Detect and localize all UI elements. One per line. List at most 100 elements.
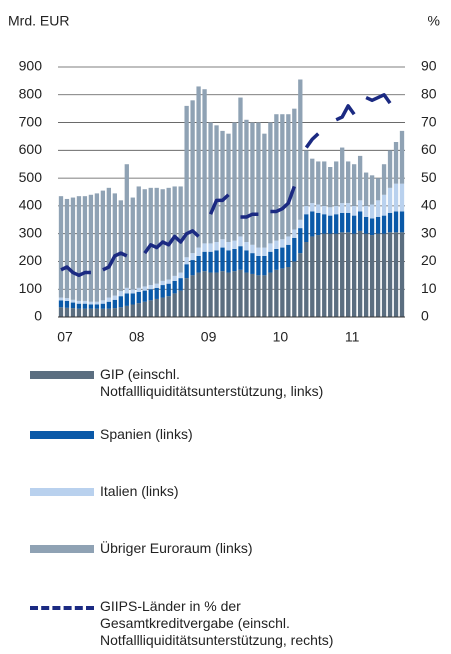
bar-segment [298, 228, 303, 254]
x-tick-label: 10 [273, 329, 289, 345]
bar-segment [160, 280, 165, 286]
bar-segment [94, 193, 100, 302]
bar-segment [118, 296, 123, 308]
bar-segment [256, 275, 261, 317]
bar-segment [328, 215, 333, 234]
bar-segment [160, 297, 165, 317]
legend-item: Übriger Euroraum (links) [30, 540, 252, 557]
line [60, 93, 392, 278]
bar-segment [340, 232, 345, 317]
bar-segment [106, 308, 112, 317]
bar-segment [190, 253, 195, 261]
bar-segment [334, 161, 339, 206]
bar-segment [70, 308, 76, 317]
y-tick-label: 700 [19, 113, 43, 129]
y2-axis-label: % [428, 13, 440, 29]
bar-segment [172, 293, 177, 317]
bar-segment [304, 242, 309, 317]
bar-segment [399, 232, 405, 317]
bar-segment [274, 114, 279, 241]
bar-segment [351, 164, 357, 206]
bar-segment [112, 295, 117, 300]
bar-segment [346, 161, 351, 204]
bar-segment [88, 301, 94, 305]
bar-segment [196, 255, 201, 273]
bar-segment [94, 304, 100, 309]
bar-segment [232, 240, 237, 249]
legend-swatch [30, 545, 94, 553]
bar-segment [250, 122, 255, 245]
bar-segment [369, 204, 375, 219]
bar-segment [316, 212, 321, 236]
bar-segment [112, 193, 117, 296]
bar-segment [148, 285, 153, 290]
bar-segment [190, 275, 195, 317]
bar-segment [316, 161, 321, 205]
bar-segment [94, 308, 100, 317]
bar-segment [154, 283, 159, 288]
bar-segment [136, 303, 141, 317]
bar-segment [363, 172, 369, 206]
legend-item: Spanien (links) [30, 426, 193, 443]
bar-segment [304, 205, 309, 215]
bar-segment [58, 300, 64, 308]
bar-segment [286, 267, 291, 317]
bar-segment [357, 155, 363, 201]
bar-segment [351, 233, 357, 317]
legend-label: GIP (einschl. Notfallliquiditätsunterstü… [100, 366, 324, 399]
bar-segment [214, 125, 219, 242]
bar-segment [220, 130, 225, 240]
bar-segment [357, 211, 363, 231]
bar-segment [148, 187, 153, 286]
bar-segment [178, 278, 183, 291]
bar-segment [268, 122, 273, 244]
bar-segment [82, 303, 88, 309]
bar-segment [256, 255, 261, 276]
bar-segment [298, 79, 303, 220]
bar-segment [328, 207, 333, 216]
bar-segment [202, 251, 207, 272]
bar-segment [286, 236, 291, 245]
bar-segment [100, 300, 106, 304]
bar-segment [274, 248, 279, 270]
bar-segment [250, 244, 255, 254]
bar-segment [196, 247, 201, 256]
bar-segment [226, 272, 231, 317]
y2-tick-label: 90 [421, 58, 437, 74]
bar-segment [184, 105, 189, 258]
legend-swatch [30, 606, 94, 610]
y-tick-label: 300 [19, 224, 43, 240]
bar-segment [214, 272, 219, 317]
bar-segment [226, 250, 231, 273]
legend-swatch [30, 371, 94, 379]
bar-segment [387, 212, 393, 233]
bar-segment [106, 297, 112, 302]
y-tick-label: 0 [34, 308, 42, 324]
bar-segment [106, 301, 112, 309]
bar-segment [208, 272, 213, 317]
bar-segment [70, 302, 76, 309]
bar-segment [334, 214, 339, 234]
bar-segment [124, 164, 129, 288]
bar-segment [238, 246, 243, 270]
bar-segment [166, 283, 171, 297]
bar-segment [310, 236, 315, 317]
bar-segment [130, 293, 135, 305]
bar-segment [226, 133, 231, 242]
bar-segment [375, 233, 381, 317]
bar-segment [118, 200, 123, 292]
bar-segment [154, 287, 159, 299]
bar-segment [393, 232, 399, 317]
bar-segment [280, 268, 285, 317]
bar-segment [112, 308, 117, 317]
bar-segment [322, 233, 327, 317]
bar-segment [387, 150, 393, 188]
bar-segment [232, 248, 237, 272]
bar-segment [268, 272, 273, 317]
bar-segment [328, 167, 333, 208]
bar-segment [136, 287, 141, 292]
legend-swatch [30, 488, 94, 496]
bar-segment [76, 196, 82, 301]
bar-segment [178, 186, 183, 273]
bar-segment [328, 233, 333, 317]
